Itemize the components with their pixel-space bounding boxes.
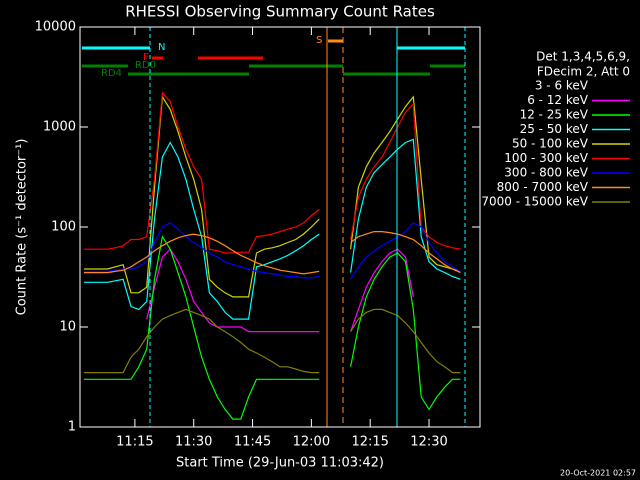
y-tick-label: 1000 (43, 120, 76, 135)
x-tick-label: 12:30 (410, 435, 447, 450)
series-line (83, 95, 461, 298)
flag-label: RD0 (135, 60, 156, 71)
legend-title: Det 1,3,4,5,6,9, (536, 50, 630, 64)
legend-label: 100 - 300 keV (504, 151, 588, 165)
x-tick-label: 12:00 (293, 435, 330, 450)
series-line (83, 235, 461, 420)
legend-label: 7000 - 15000 keV (481, 195, 588, 209)
x-axis-label: Start Time (29-Jun-03 11:03:42) (176, 456, 384, 471)
legend-label: 12 - 25 keV (520, 108, 589, 122)
legend-label: 3 - 6 keV (535, 79, 589, 93)
flag-label: N (158, 42, 165, 53)
series-line (146, 248, 414, 333)
flag-label: RD4 (101, 68, 122, 79)
series-line (83, 91, 461, 254)
legend-label: 25 - 50 keV (520, 122, 589, 136)
series-line (83, 231, 461, 275)
series-line (83, 308, 461, 374)
y-tick-label: 10 (59, 320, 76, 335)
x-tick-label: 11:15 (116, 435, 153, 450)
x-tick-label: 11:30 (175, 435, 212, 450)
y-tick-label: 100 (51, 220, 76, 235)
y-tick-label: 1 (68, 420, 76, 435)
y-axis-label: Count Rate (s⁻¹ detector⁻¹) (15, 139, 30, 316)
series-line (83, 222, 461, 280)
flag-group: N F S RD0 RD4 (82, 27, 466, 427)
x-tick-label: 12:15 (351, 435, 388, 450)
legend-label: 6 - 12 keV (527, 93, 589, 107)
series-line (83, 138, 461, 320)
legend-title: FDecim 2, Att 0 (537, 65, 630, 79)
legend-label: 300 - 800 keV (504, 166, 588, 180)
y-tick-label: 10000 (35, 20, 76, 35)
flag-label: F (143, 52, 149, 63)
legend-label: 50 - 100 keV (512, 137, 589, 151)
x-tick-label: 11:45 (234, 435, 271, 450)
chart-title: RHESSI Observing Summary Count Rates (125, 3, 435, 21)
flag-label: S (316, 35, 322, 46)
legend-label: 800 - 7000 keV (497, 180, 589, 194)
timestamp: 20-Oct-2021 02:57 (560, 469, 636, 478)
